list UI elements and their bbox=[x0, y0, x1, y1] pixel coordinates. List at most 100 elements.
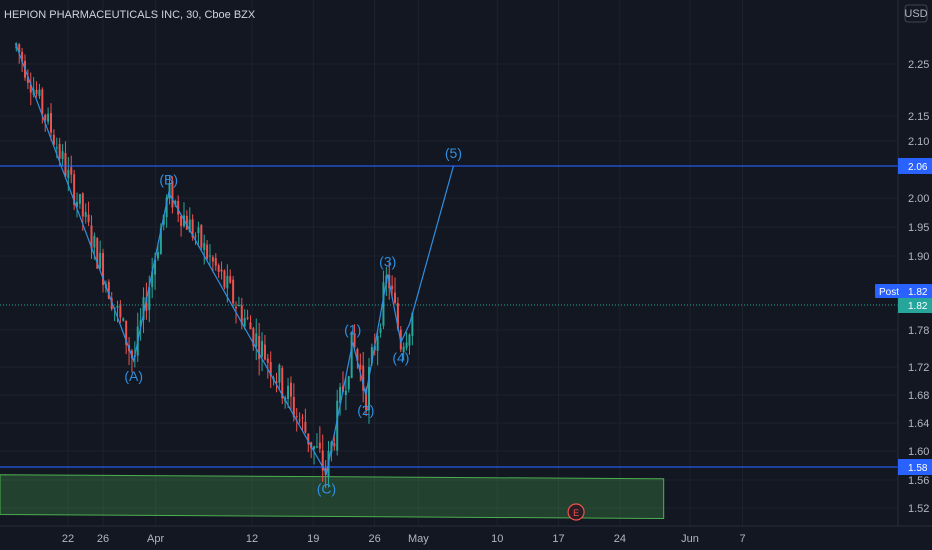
wave-label: (4) bbox=[392, 349, 409, 365]
candle-body bbox=[70, 167, 73, 175]
price-levels bbox=[0, 165, 898, 468]
price-tick-label: 2.00 bbox=[908, 193, 929, 205]
candle-body bbox=[229, 276, 232, 283]
candle-body bbox=[263, 344, 266, 360]
candle-body bbox=[64, 152, 67, 177]
candle-body bbox=[304, 421, 307, 433]
time-tick-label: 10 bbox=[491, 533, 503, 545]
candle-body bbox=[119, 304, 122, 318]
candle-body bbox=[165, 197, 168, 218]
price-tick-label: 1.52 bbox=[908, 503, 929, 515]
candle-body bbox=[321, 450, 324, 471]
candle-body bbox=[67, 169, 70, 179]
price-tick-label: 1.72 bbox=[908, 362, 929, 374]
candle-body bbox=[145, 297, 148, 312]
candle-body bbox=[197, 227, 200, 234]
candle-body bbox=[362, 365, 365, 391]
candle-body bbox=[177, 200, 180, 215]
candle-body bbox=[246, 317, 249, 319]
candle-body bbox=[336, 400, 339, 451]
candle-body bbox=[365, 388, 368, 411]
candle-body bbox=[55, 147, 58, 149]
candle-body bbox=[298, 419, 301, 421]
candle-body bbox=[347, 376, 350, 390]
candle-body bbox=[185, 215, 188, 230]
candle-body bbox=[287, 385, 290, 399]
wave-label: (C) bbox=[317, 481, 336, 497]
candle-body bbox=[148, 287, 151, 310]
wave-polyline bbox=[14, 42, 455, 476]
candle-body bbox=[405, 342, 408, 348]
candle-body bbox=[376, 336, 379, 351]
candle-body bbox=[411, 312, 414, 336]
candle-body bbox=[76, 202, 79, 207]
candle-body bbox=[350, 331, 353, 378]
time-axis-panel[interactable] bbox=[0, 526, 932, 550]
candle-body bbox=[171, 180, 174, 208]
candle-body bbox=[162, 214, 165, 225]
candle-body bbox=[333, 443, 336, 447]
price-tick-label: 1.95 bbox=[908, 222, 929, 234]
wave-label: (3) bbox=[379, 253, 396, 269]
price-tick-label: 1.90 bbox=[908, 251, 929, 263]
candle-body bbox=[90, 225, 93, 249]
candle-body bbox=[61, 151, 64, 160]
candle-body bbox=[223, 270, 226, 288]
candle-body bbox=[110, 298, 113, 310]
candle-body bbox=[382, 282, 385, 326]
candle-body bbox=[318, 442, 321, 449]
candle-body bbox=[142, 297, 145, 321]
candle-body bbox=[29, 84, 32, 93]
candle-body bbox=[73, 174, 76, 205]
candle-body bbox=[122, 318, 125, 321]
candle-body bbox=[151, 271, 154, 288]
candle-body bbox=[208, 255, 211, 257]
candle-body bbox=[292, 396, 295, 418]
candle-body bbox=[379, 328, 382, 333]
price-axis-panel[interactable] bbox=[898, 0, 932, 526]
candle-body bbox=[35, 90, 38, 94]
candle-body bbox=[289, 382, 292, 397]
currency-button[interactable]: USD bbox=[904, 4, 928, 23]
candle-body bbox=[295, 416, 298, 418]
candle-body bbox=[174, 200, 177, 205]
candle-body bbox=[58, 143, 61, 159]
candle-body bbox=[339, 387, 342, 403]
candle-body bbox=[154, 259, 157, 275]
time-tick-label: 17 bbox=[552, 533, 564, 545]
candle-body bbox=[96, 238, 99, 269]
candle-body bbox=[107, 281, 110, 300]
candle-body bbox=[78, 193, 81, 204]
price-tick-label: 2.25 bbox=[908, 59, 929, 71]
price-tick-label: 1.78 bbox=[908, 325, 929, 337]
candle-body bbox=[217, 265, 220, 272]
price-tick-label: 1.68 bbox=[908, 390, 929, 402]
current-price-tag bbox=[898, 297, 932, 313]
earnings-marker-label: E bbox=[573, 508, 579, 518]
price-axis: 2.25 2.15 2.10 2.00 1.95 1.90 1.78 1.72 1.68 1.64… bbox=[908, 59, 929, 515]
time-tick-label: May bbox=[408, 533, 429, 545]
candle-body bbox=[191, 219, 194, 238]
support-zone-rect bbox=[0, 474, 665, 520]
event-marker[interactable]: E bbox=[567, 503, 585, 521]
time-tick-label: Jun bbox=[681, 533, 699, 545]
current-price-tag-label: 1.82 bbox=[908, 301, 928, 312]
time-axis: 22 26 Apr 12 19 26 May 10 17 24 Jun 7 bbox=[62, 533, 746, 545]
candle-body bbox=[52, 134, 55, 145]
price-level-tag bbox=[898, 459, 932, 475]
candle-body bbox=[278, 364, 281, 383]
candle-body bbox=[255, 333, 258, 347]
candle-body bbox=[396, 303, 399, 329]
candle-body bbox=[269, 361, 272, 376]
candlestick-series bbox=[15, 42, 414, 489]
post-market-tag-value: 1.82 bbox=[908, 287, 928, 298]
candle-body bbox=[156, 252, 159, 259]
candle-body bbox=[47, 113, 50, 122]
candle-body bbox=[116, 305, 119, 308]
candle-body bbox=[313, 446, 316, 450]
candle-body bbox=[408, 334, 411, 346]
price-tick-label: 1.64 bbox=[908, 418, 929, 430]
candle-body bbox=[266, 358, 269, 363]
price-level-tag-label: 2.06 bbox=[908, 162, 928, 173]
